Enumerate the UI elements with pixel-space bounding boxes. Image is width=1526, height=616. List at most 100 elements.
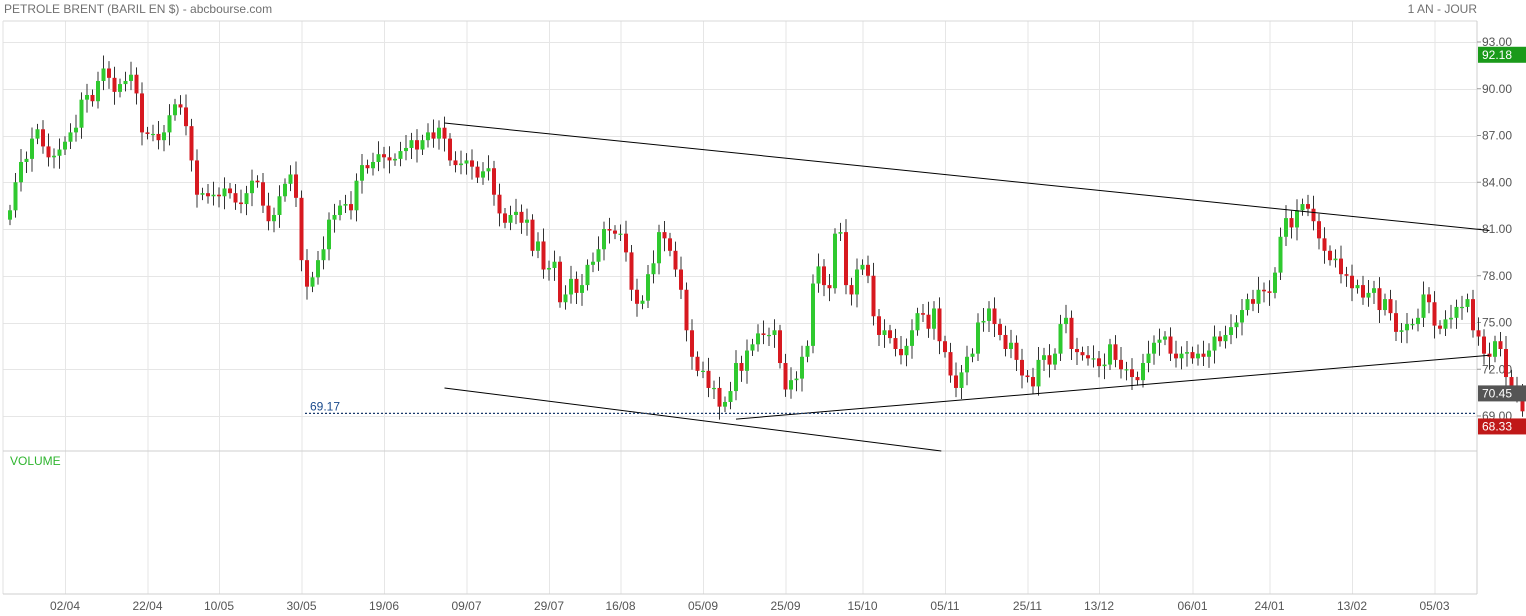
period-label: 1 AN - JOUR xyxy=(1408,2,1478,16)
candle xyxy=(343,194,348,213)
candle xyxy=(1196,344,1200,366)
candle xyxy=(1212,325,1217,364)
candle xyxy=(294,161,298,208)
x-tick-label: 29/07 xyxy=(534,599,564,613)
price-badge-box xyxy=(1478,385,1526,402)
candle xyxy=(756,324,760,352)
candle-body-down xyxy=(1190,352,1195,359)
candle xyxy=(1080,346,1085,361)
candle xyxy=(481,162,485,185)
candle-body-up xyxy=(1383,299,1387,311)
candle xyxy=(1465,293,1470,313)
candle-body-down xyxy=(1069,317,1074,349)
candle-body-down xyxy=(888,330,892,339)
candle xyxy=(1113,335,1118,368)
price-badge-box xyxy=(1478,46,1526,63)
candle xyxy=(310,271,315,293)
candle xyxy=(943,335,947,358)
candle-body-up xyxy=(74,127,78,133)
candle-body-up xyxy=(618,233,623,235)
x-tick-label: 05/03 xyxy=(1419,599,1449,613)
candle xyxy=(1064,304,1068,334)
candle xyxy=(178,95,183,115)
candle-body-up xyxy=(123,80,128,85)
candle-body-down xyxy=(1135,377,1140,381)
candle xyxy=(1350,264,1354,302)
candle xyxy=(1432,291,1437,339)
candle-body-up xyxy=(976,322,980,354)
candle xyxy=(118,78,122,98)
x-tick-label: 10/05 xyxy=(204,599,234,613)
price-badge-last: 70.45 xyxy=(1478,385,1526,402)
candle-body-up xyxy=(1157,339,1162,343)
candle xyxy=(1361,275,1365,305)
candle xyxy=(1130,358,1134,390)
candle xyxy=(486,155,491,181)
candle-body-down xyxy=(1344,274,1349,276)
candle-body-down xyxy=(431,132,436,139)
candle xyxy=(1476,317,1481,346)
x-tick-label: 22/04 xyxy=(132,599,162,613)
candle xyxy=(63,136,67,155)
candle-body-down xyxy=(266,205,271,222)
candle xyxy=(1427,287,1431,314)
candle-body-up xyxy=(151,133,155,136)
candle-body-down xyxy=(294,174,298,198)
candle-body-up xyxy=(552,261,557,268)
candle-body-up xyxy=(1421,294,1426,318)
candle-body-down xyxy=(1388,299,1393,314)
candle-body-down xyxy=(827,285,832,289)
candle xyxy=(1124,361,1129,381)
candle xyxy=(695,351,700,377)
candle-body-down xyxy=(1482,336,1486,354)
candle xyxy=(1031,367,1035,394)
candle-body-up xyxy=(536,241,540,251)
candle-body-up xyxy=(987,308,991,321)
candle xyxy=(690,319,694,370)
candle xyxy=(607,217,612,244)
candle xyxy=(1295,199,1299,241)
candle-body-down xyxy=(1080,352,1085,356)
candle xyxy=(937,297,942,355)
candle-body-down xyxy=(574,278,579,293)
candle xyxy=(195,149,199,208)
candle xyxy=(987,301,991,333)
candle-body-down xyxy=(470,160,474,167)
y-tick-label: 90.00 xyxy=(1482,82,1512,96)
candle xyxy=(459,150,463,175)
candle-body-down xyxy=(871,275,876,317)
candle-body-down xyxy=(1130,369,1134,378)
y-tick-label: 84.00 xyxy=(1482,175,1512,189)
candle-body-up xyxy=(580,285,584,293)
candle xyxy=(849,277,854,306)
candle-body-down xyxy=(629,252,634,290)
candle xyxy=(750,338,755,357)
candle xyxy=(431,119,436,148)
candle xyxy=(1086,346,1090,366)
candle xyxy=(640,295,645,310)
candle xyxy=(1388,289,1393,321)
candle-body-down xyxy=(195,160,199,195)
candle-body-up xyxy=(970,353,975,357)
candle-body-up xyxy=(244,193,249,205)
candle-body-up xyxy=(79,99,84,128)
candle-body-up xyxy=(459,163,463,166)
candle-body-down xyxy=(1377,288,1382,311)
candle-body-up xyxy=(805,345,810,357)
candle xyxy=(1135,371,1140,386)
candle xyxy=(877,308,881,347)
candle-body-down xyxy=(662,232,667,239)
candle-body-up xyxy=(211,194,216,197)
candle xyxy=(948,342,953,383)
candle-body-down xyxy=(1113,344,1118,360)
candle xyxy=(860,259,865,275)
candle xyxy=(855,258,859,308)
candle-body-up xyxy=(816,266,821,284)
candle xyxy=(657,224,661,275)
candle xyxy=(530,214,535,257)
candle xyxy=(167,104,172,146)
candle xyxy=(288,165,293,192)
candle xyxy=(778,324,782,369)
candle xyxy=(8,204,12,226)
candle-body-down xyxy=(1471,299,1475,331)
